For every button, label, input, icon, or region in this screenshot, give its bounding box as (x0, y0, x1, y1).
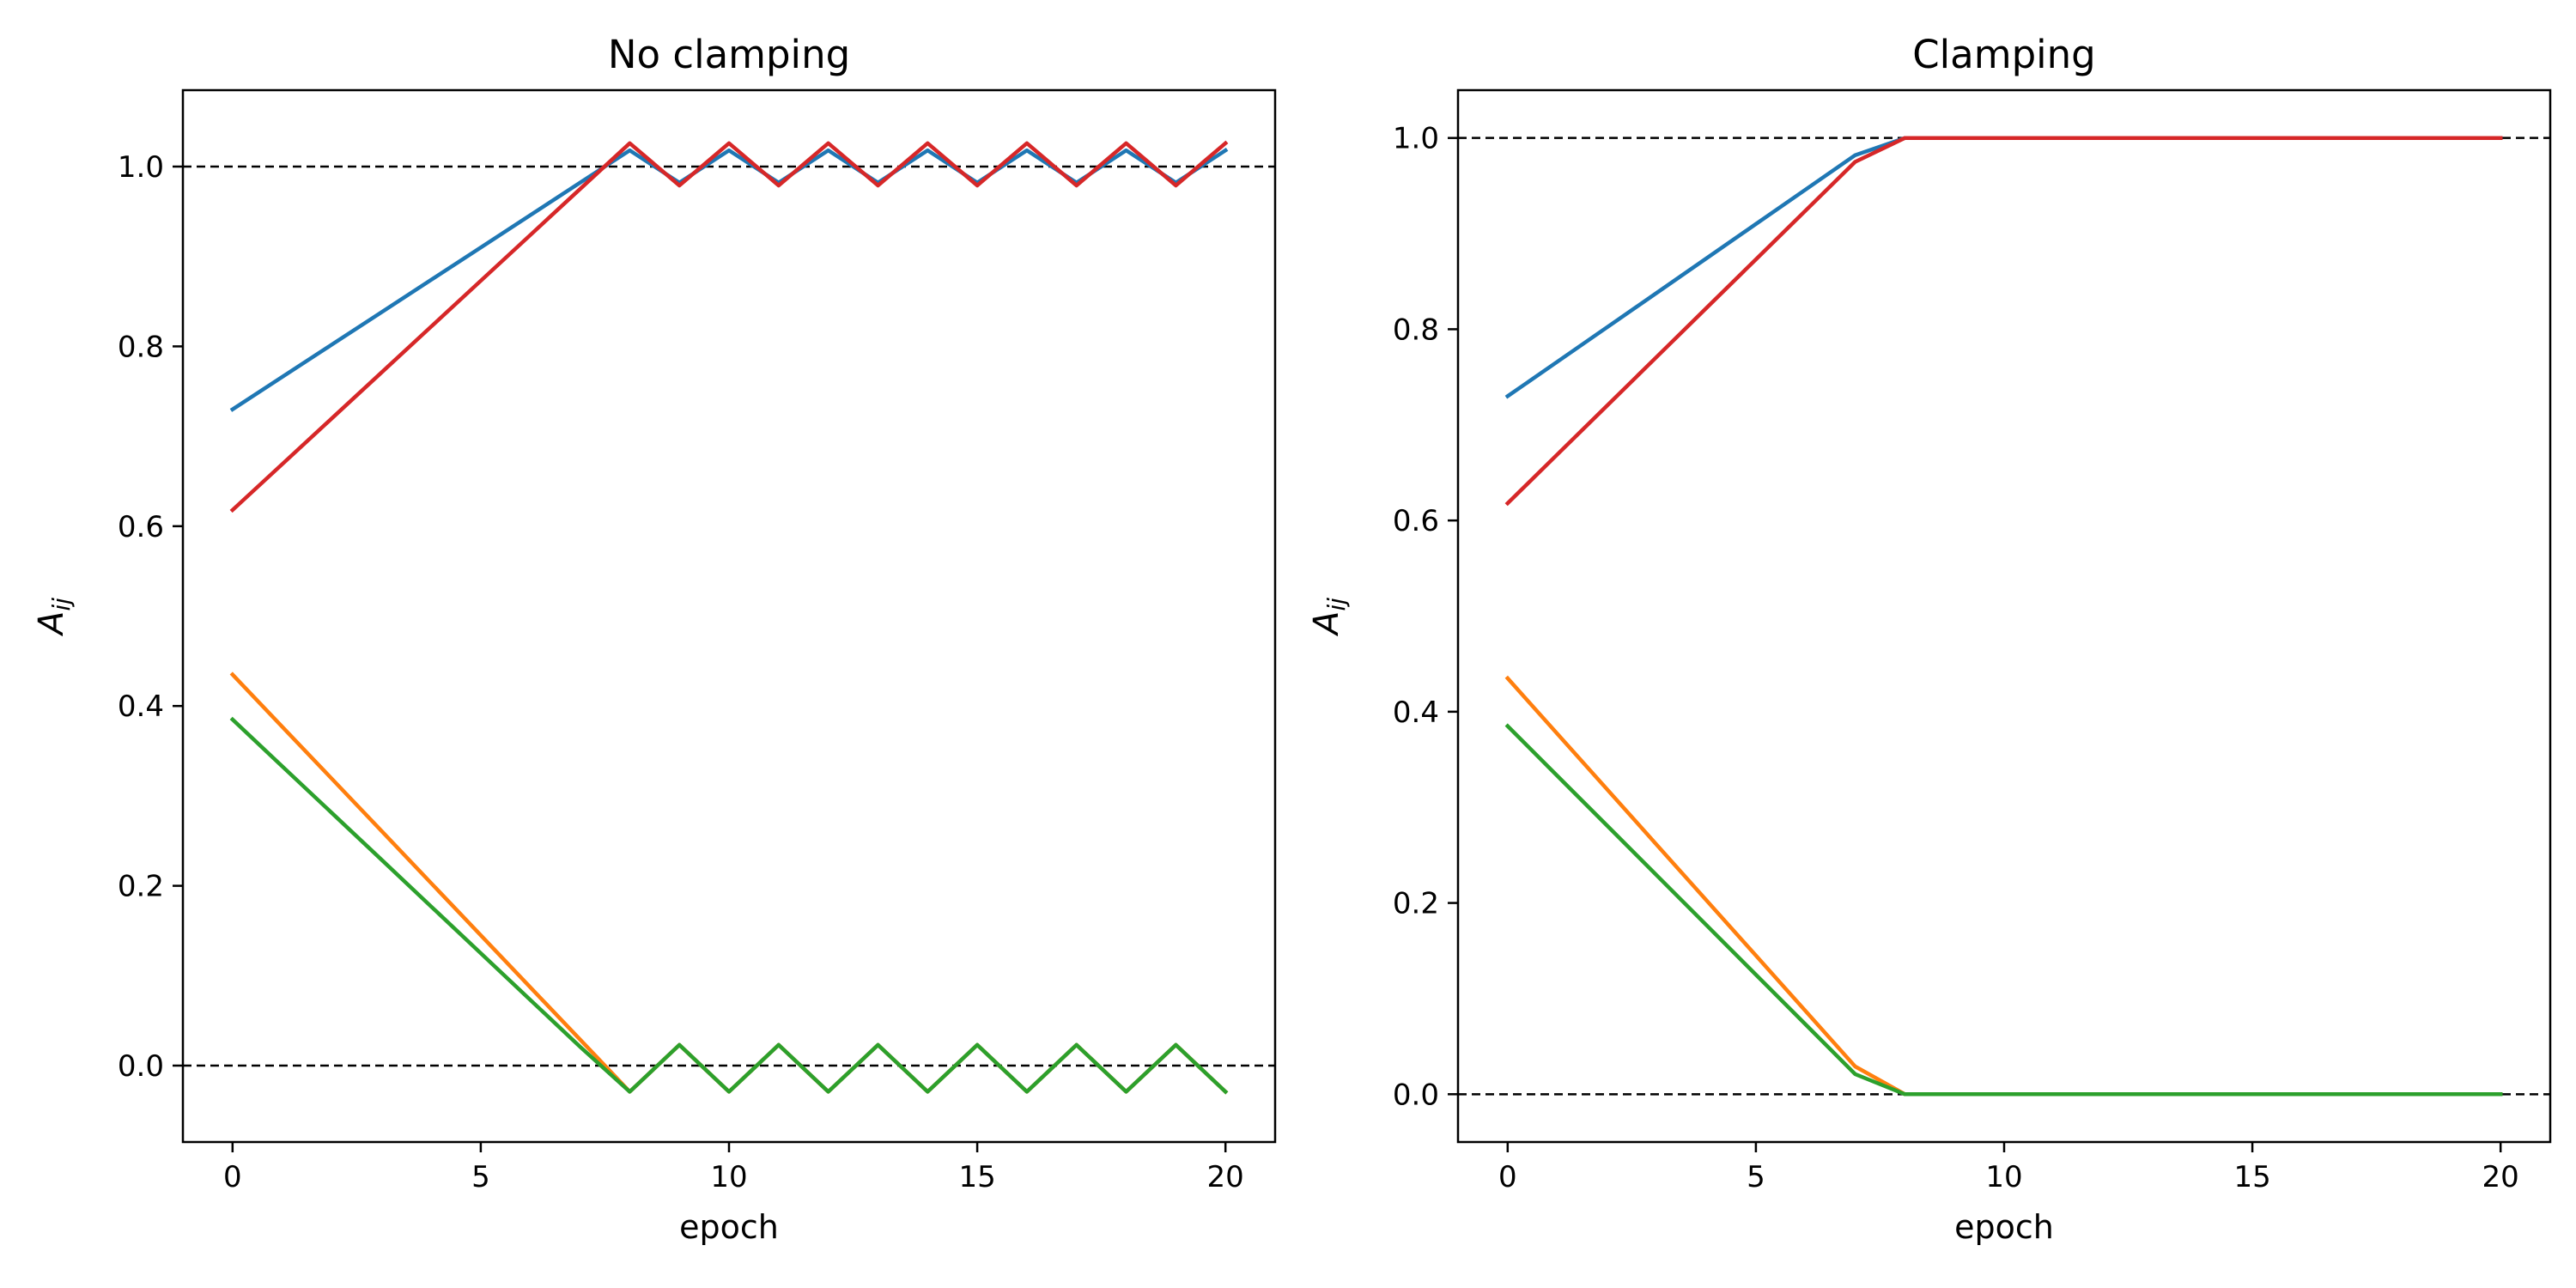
y-tick-label: 0.6 (1393, 504, 1439, 538)
x-tick-label: 20 (2482, 1160, 2519, 1194)
y-axis-label-base: A (32, 611, 71, 637)
y-tick-label: 0.0 (118, 1049, 164, 1084)
y-axis-label: Aij (32, 598, 76, 637)
x-tick-label: 15 (958, 1160, 995, 1194)
y-tick-label: 0.6 (118, 510, 164, 544)
y-tick-label: 0.4 (1393, 696, 1439, 730)
series-line-2 (1504, 723, 2503, 1097)
y-tick-label: 0.4 (118, 690, 164, 724)
y-tick-label: 0.8 (118, 330, 164, 364)
series-line-3 (229, 140, 1229, 513)
y-axis-label: Aij (1307, 598, 1351, 637)
x-tick-label: 20 (1207, 1160, 1244, 1194)
y-tick-label: 1.0 (1393, 122, 1439, 156)
chart-title: No clamping (608, 32, 850, 77)
y-axis-label-subscript: ij (1322, 598, 1351, 611)
y-tick-label: 0.0 (1393, 1078, 1439, 1112)
series-group (1504, 136, 2503, 1097)
x-tick-label: 5 (471, 1160, 490, 1194)
panel-no-clamping: 0 5 10 15 20 0.0 0.2 0.4 0.6 0.8 1.0 No clamping epo… (32, 32, 1277, 1246)
x-tick-label: 10 (1985, 1160, 2022, 1194)
y-tick-label: 0.8 (1393, 313, 1439, 347)
x-tick-label: 0 (1498, 1160, 1517, 1194)
x-tick-label: 0 (223, 1160, 242, 1194)
x-tick-label: 5 (1747, 1160, 1765, 1194)
y-axis-label-subscript: ij (47, 598, 76, 611)
chart-title: Clamping (1912, 32, 2096, 77)
y-axis-label-base: A (1307, 611, 1346, 637)
x-axis-label: epoch (679, 1208, 779, 1246)
x-tick-label: 10 (710, 1160, 747, 1194)
series-line-2 (229, 716, 1229, 1095)
panel-clamping: 0 5 10 15 20 0.0 0.2 0.4 0.6 0.8 1.0 Clamping epoch A… (1307, 32, 2552, 1246)
y-tick-label: 1.0 (118, 150, 164, 185)
series-group (229, 140, 1229, 1095)
y-tick-label: 0.2 (118, 870, 164, 904)
x-tick-label: 15 (2233, 1160, 2270, 1194)
series-line-3 (1504, 136, 2503, 507)
x-axis-label: epoch (1954, 1208, 2054, 1246)
y-tick-label: 0.2 (1393, 887, 1439, 921)
